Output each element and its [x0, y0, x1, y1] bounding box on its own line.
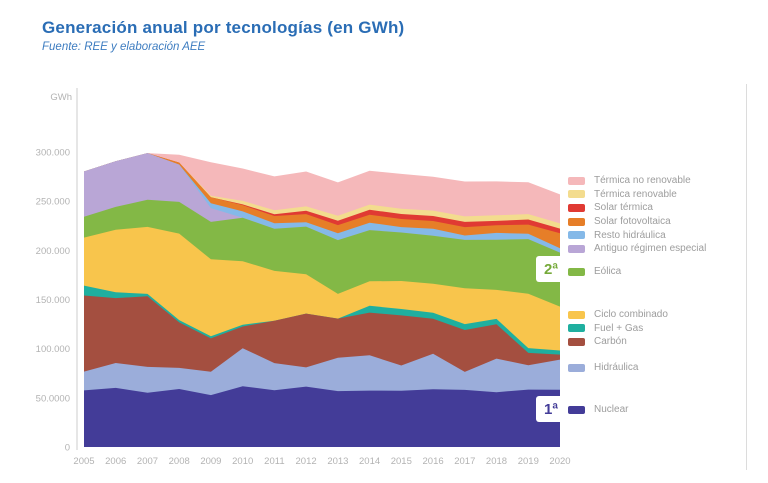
legend-label: Nuclear	[594, 404, 629, 416]
x-tick-label: 2012	[296, 456, 317, 467]
rank-badge-wind: 2ª	[536, 256, 566, 282]
legend-label: Térmica renovable	[594, 188, 677, 200]
legend-swatch-icon	[568, 324, 585, 333]
legend-item-fuel-gas: Fuel + Gas	[568, 322, 668, 336]
legend-item-solar-t-rmica: Solar térmica	[568, 201, 706, 215]
legend-item-antiguo-r-gimen-especial: Antiguo régimen especial	[568, 242, 706, 256]
x-tick-label: 2018	[486, 456, 507, 467]
x-axis-tick-labels: 2005 2006 2007 2008 2009 2010 2011 2012 2013 2014…	[73, 456, 570, 467]
legend-item-t-rmica-no-renovable: Térmica no renovable	[568, 174, 706, 188]
legend-swatch-icon	[568, 337, 585, 346]
legend-swatch-icon	[568, 217, 585, 226]
rank-badge-nuclear: 1ª	[536, 396, 566, 422]
legend-label: Fuel + Gas	[594, 322, 644, 334]
y-tick-label: 100.000	[36, 344, 70, 355]
legend-item-carb-n: Carbón	[568, 335, 668, 349]
x-tick-label: 2006	[105, 456, 126, 467]
chart-areas	[84, 153, 560, 447]
legend-label: Eólica	[594, 266, 622, 278]
y-tick-label: 200.000	[36, 246, 70, 257]
y-tick-label: 250.000	[36, 197, 70, 208]
area-nuclear	[84, 386, 560, 447]
y-tick-label: 50.0000	[36, 393, 70, 404]
legend-group: Ciclo combinado Fuel + Gas Carbón	[568, 308, 668, 349]
legend-group: Hidráulica	[568, 361, 638, 375]
legend-label: Carbón	[594, 336, 627, 348]
legend-swatch-icon	[568, 244, 585, 253]
legend-swatch-icon	[568, 363, 585, 372]
x-tick-label: 2020	[549, 456, 570, 467]
y-tick-label: 300.000	[36, 148, 70, 159]
legend-swatch-icon	[568, 310, 585, 319]
legend-label: Antiguo régimen especial	[594, 243, 707, 255]
legend-item-solar-fotovoltaica: Solar fotovoltaica	[568, 215, 706, 229]
x-tick-label: 2009	[200, 456, 221, 467]
x-tick-label: 2017	[454, 456, 475, 467]
y-axis-unit-label: GWh	[50, 92, 72, 103]
y-tick-label: 0	[65, 443, 70, 454]
x-tick-label: 2019	[518, 456, 539, 467]
legend-item-resto-hidr-ulica: Resto hidráulica	[568, 228, 706, 242]
legend-item-ciclo-combinado: Ciclo combinado	[568, 308, 668, 322]
legend-label: Térmica no renovable	[594, 175, 691, 187]
legend-group: Térmica no renovable Térmica renovable Sol…	[568, 174, 706, 256]
y-axis-tick-labels: 0 50.0000 100.000 150.000 200.000 250.000 300.…	[36, 148, 70, 454]
x-tick-label: 2007	[137, 456, 158, 467]
legend-label: Solar fotovoltaica	[594, 216, 671, 228]
x-tick-label: 2015	[391, 456, 412, 467]
x-tick-label: 2008	[169, 456, 190, 467]
y-tick-label: 150.000	[36, 295, 70, 306]
legend-label: Ciclo combinado	[594, 309, 668, 321]
panel-divider	[746, 84, 747, 470]
legend-item-nuclear: Nuclear	[568, 403, 628, 417]
legend-label: Resto hidráulica	[594, 229, 666, 241]
legend-label: Hidráulica	[594, 362, 639, 374]
legend-swatch-icon	[568, 176, 585, 185]
legend-group: Nuclear	[568, 403, 628, 417]
x-tick-label: 2010	[232, 456, 253, 467]
x-tick-label: 2013	[327, 456, 348, 467]
legend-item-t-rmica-renovable: Térmica renovable	[568, 188, 706, 202]
legend-swatch-icon	[568, 190, 585, 199]
page-title: Generación anual por tecnologías (en GWh…	[42, 18, 405, 37]
legend-item-e-lica: Eólica	[568, 265, 621, 279]
page-subtitle: Fuente: REE y elaboración AEE	[42, 41, 206, 53]
legend-label: Solar térmica	[594, 202, 653, 214]
legend-swatch-icon	[568, 267, 585, 276]
x-tick-label: 2016	[423, 456, 444, 467]
legend-swatch-icon	[568, 203, 585, 212]
legend-swatch-icon	[568, 231, 585, 240]
legend-item-hidr-ulica: Hidráulica	[568, 361, 638, 375]
x-tick-label: 2005	[73, 456, 94, 467]
x-tick-label: 2014	[359, 456, 380, 467]
legend-group: Eólica	[568, 265, 621, 279]
legend-swatch-icon	[568, 405, 585, 414]
x-tick-label: 2011	[264, 456, 284, 467]
